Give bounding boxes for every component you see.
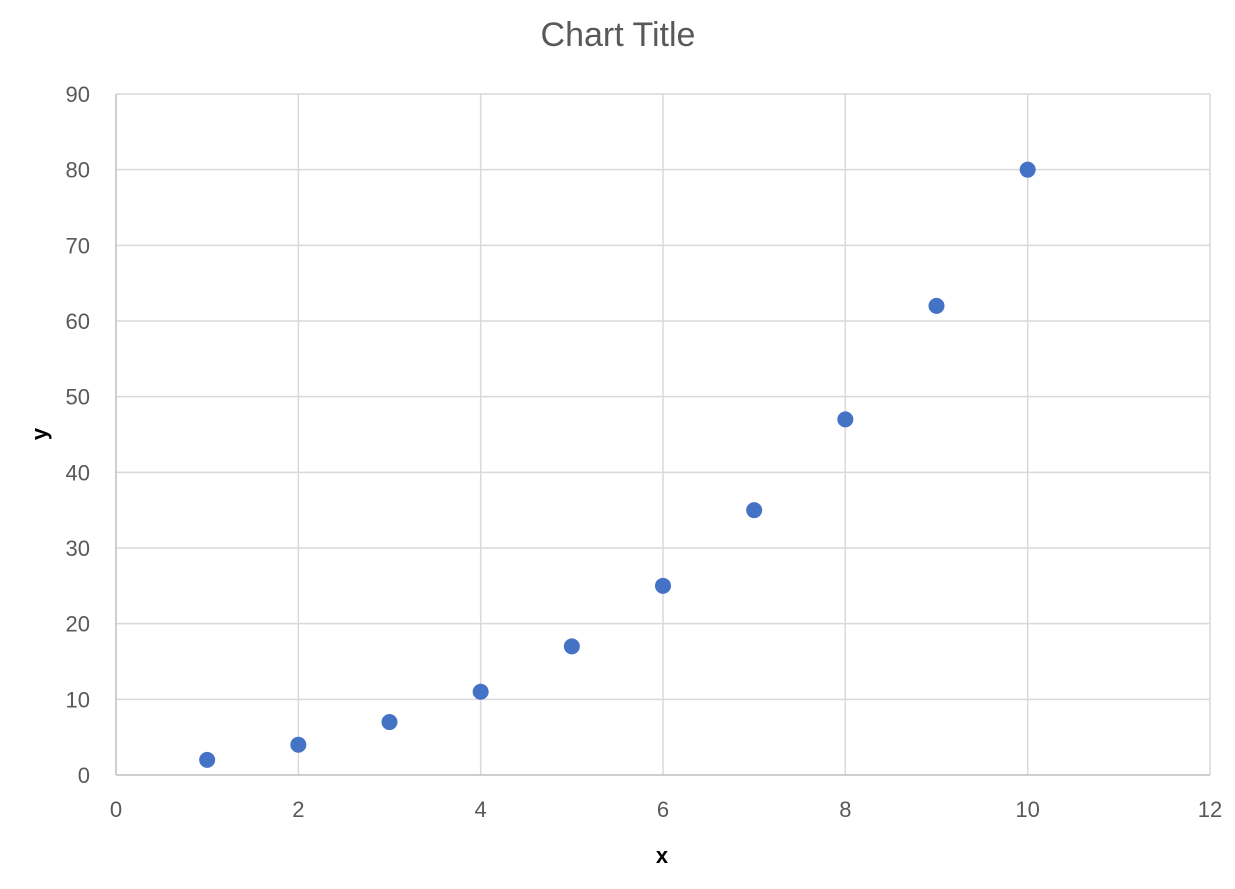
x-tick-label: 6 xyxy=(657,797,669,822)
x-tick-label: 0 xyxy=(110,797,122,822)
x-tick-label: 12 xyxy=(1198,797,1222,822)
data-point xyxy=(655,577,671,594)
y-tick-label: 80 xyxy=(66,158,90,183)
y-tick-label: 0 xyxy=(78,763,90,788)
x-axis-label: x xyxy=(656,843,669,868)
data-point xyxy=(199,751,216,768)
x-axis-tick-labels: 0 2 4 6 8 10 12 xyxy=(110,797,1222,822)
data-point xyxy=(563,638,580,655)
y-tick-label: 90 xyxy=(66,82,90,107)
data-point xyxy=(746,502,763,519)
y-tick-label: 70 xyxy=(66,233,90,258)
y-tick-label: 60 xyxy=(66,309,90,334)
data-point xyxy=(928,297,945,314)
axes xyxy=(115,94,1210,776)
data-point xyxy=(381,714,398,731)
y-tick-label: 40 xyxy=(66,460,90,485)
x-tick-label: 10 xyxy=(1015,797,1039,822)
y-axis-tick-labels: 0 10 20 30 40 50 60 70 80 90 xyxy=(66,82,90,788)
y-tick-label: 50 xyxy=(66,385,90,410)
y-axis-label: y xyxy=(27,427,52,440)
x-tick-label: 2 xyxy=(292,797,304,822)
y-tick-label: 20 xyxy=(66,612,90,637)
data-points xyxy=(199,161,1036,768)
data-point xyxy=(290,736,307,753)
y-tick-label: 30 xyxy=(66,536,90,561)
y-tick-label: 10 xyxy=(66,687,90,712)
x-tick-label: 4 xyxy=(475,797,487,822)
data-point xyxy=(837,411,854,428)
chart-title: Chart Title xyxy=(541,16,696,54)
data-point xyxy=(1019,161,1036,178)
x-tick-label: 8 xyxy=(839,797,851,822)
data-point xyxy=(472,683,489,700)
